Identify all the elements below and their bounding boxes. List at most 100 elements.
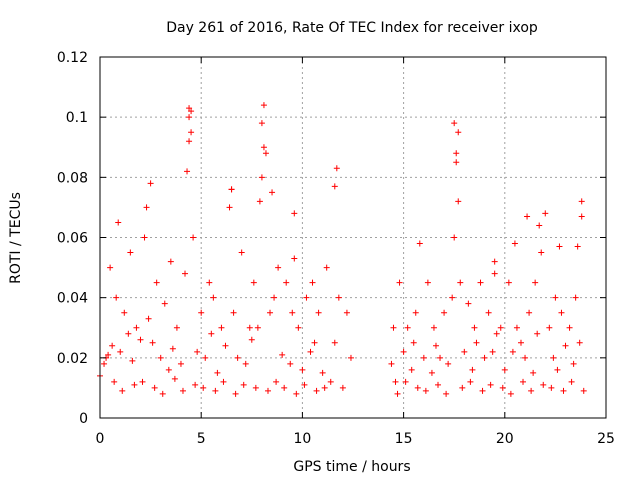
data-point bbox=[301, 381, 308, 388]
data-point bbox=[171, 375, 178, 382]
data-point bbox=[388, 360, 395, 367]
data-point bbox=[402, 378, 409, 385]
data-point bbox=[139, 378, 146, 385]
data-point bbox=[540, 381, 547, 388]
data-point bbox=[157, 354, 164, 361]
y-tick-label: 0.12 bbox=[57, 50, 88, 66]
data-point bbox=[335, 294, 342, 301]
data-point bbox=[194, 348, 201, 355]
data-point bbox=[507, 390, 514, 397]
data-point bbox=[267, 309, 274, 316]
data-point bbox=[339, 384, 346, 391]
data-point bbox=[548, 384, 555, 391]
data-point bbox=[530, 369, 537, 376]
data-point bbox=[258, 174, 265, 181]
data-point bbox=[179, 387, 186, 394]
data-point bbox=[113, 294, 120, 301]
data-point bbox=[260, 144, 267, 151]
data-point bbox=[188, 129, 195, 136]
data-point bbox=[578, 198, 585, 205]
data-point bbox=[165, 366, 172, 373]
data-point bbox=[327, 378, 334, 385]
data-point bbox=[188, 108, 195, 115]
data-point bbox=[538, 249, 545, 256]
y-tick-labels: 0 0.02 0.04 0.06 0.08 0.1 0.12 bbox=[57, 50, 88, 427]
data-point bbox=[184, 168, 191, 175]
data-point bbox=[309, 279, 316, 286]
data-point bbox=[532, 279, 539, 286]
data-point bbox=[218, 324, 225, 331]
data-point bbox=[453, 159, 460, 166]
data-point bbox=[101, 360, 108, 367]
y-tick-label: 0 bbox=[79, 411, 88, 427]
data-point bbox=[143, 204, 150, 211]
data-point bbox=[509, 348, 516, 355]
data-point bbox=[111, 378, 118, 385]
data-point bbox=[522, 354, 529, 361]
data-point bbox=[455, 129, 462, 136]
data-point bbox=[487, 381, 494, 388]
data-point bbox=[186, 138, 193, 145]
data-point bbox=[242, 360, 249, 367]
data-point bbox=[293, 390, 300, 397]
data-point bbox=[457, 279, 464, 286]
data-point bbox=[473, 339, 480, 346]
data-point bbox=[303, 294, 310, 301]
data-point bbox=[441, 309, 448, 316]
data-point bbox=[491, 258, 498, 265]
data-point bbox=[449, 294, 456, 301]
data-point bbox=[226, 204, 233, 211]
data-point bbox=[212, 387, 219, 394]
data-point bbox=[489, 348, 496, 355]
data-point bbox=[311, 339, 318, 346]
data-point bbox=[580, 387, 587, 394]
data-point bbox=[182, 270, 189, 277]
data-point bbox=[497, 324, 504, 331]
data-point bbox=[451, 120, 458, 127]
data-point bbox=[568, 378, 575, 385]
data-point bbox=[230, 309, 237, 316]
data-point bbox=[214, 369, 221, 376]
data-point bbox=[127, 249, 134, 256]
data-point bbox=[169, 345, 176, 352]
x-tick-label: 10 bbox=[293, 431, 311, 447]
data-point bbox=[273, 378, 280, 385]
x-tick-label: 15 bbox=[395, 431, 413, 447]
data-point bbox=[177, 360, 184, 367]
data-point bbox=[271, 294, 278, 301]
data-point bbox=[256, 198, 263, 205]
data-point bbox=[159, 390, 166, 397]
data-point bbox=[554, 366, 561, 373]
y-tick-label: 0.04 bbox=[57, 291, 88, 307]
x-tick-label: 20 bbox=[496, 431, 514, 447]
data-point bbox=[331, 183, 338, 190]
data-point bbox=[208, 330, 215, 337]
data-point bbox=[412, 309, 419, 316]
data-point bbox=[321, 384, 328, 391]
data-point bbox=[210, 294, 217, 301]
axis-ticks bbox=[99, 56, 607, 419]
data-point bbox=[190, 234, 197, 241]
data-point bbox=[307, 348, 314, 355]
data-point bbox=[520, 378, 527, 385]
data-point bbox=[250, 279, 257, 286]
data-point bbox=[206, 279, 213, 286]
data-point bbox=[430, 324, 437, 331]
data-point bbox=[528, 387, 535, 394]
data-point bbox=[105, 351, 112, 358]
data-point bbox=[240, 381, 247, 388]
data-point bbox=[526, 309, 533, 316]
data-point bbox=[578, 213, 585, 220]
data-point bbox=[264, 387, 271, 394]
data-point bbox=[511, 240, 518, 247]
data-point bbox=[323, 264, 330, 271]
data-point bbox=[131, 381, 138, 388]
data-point bbox=[133, 324, 140, 331]
data-point bbox=[443, 390, 450, 397]
data-point bbox=[566, 324, 573, 331]
data-point bbox=[228, 186, 235, 193]
data-point bbox=[422, 387, 429, 394]
data-point bbox=[234, 354, 241, 361]
data-point bbox=[202, 354, 209, 361]
data-point bbox=[424, 279, 431, 286]
